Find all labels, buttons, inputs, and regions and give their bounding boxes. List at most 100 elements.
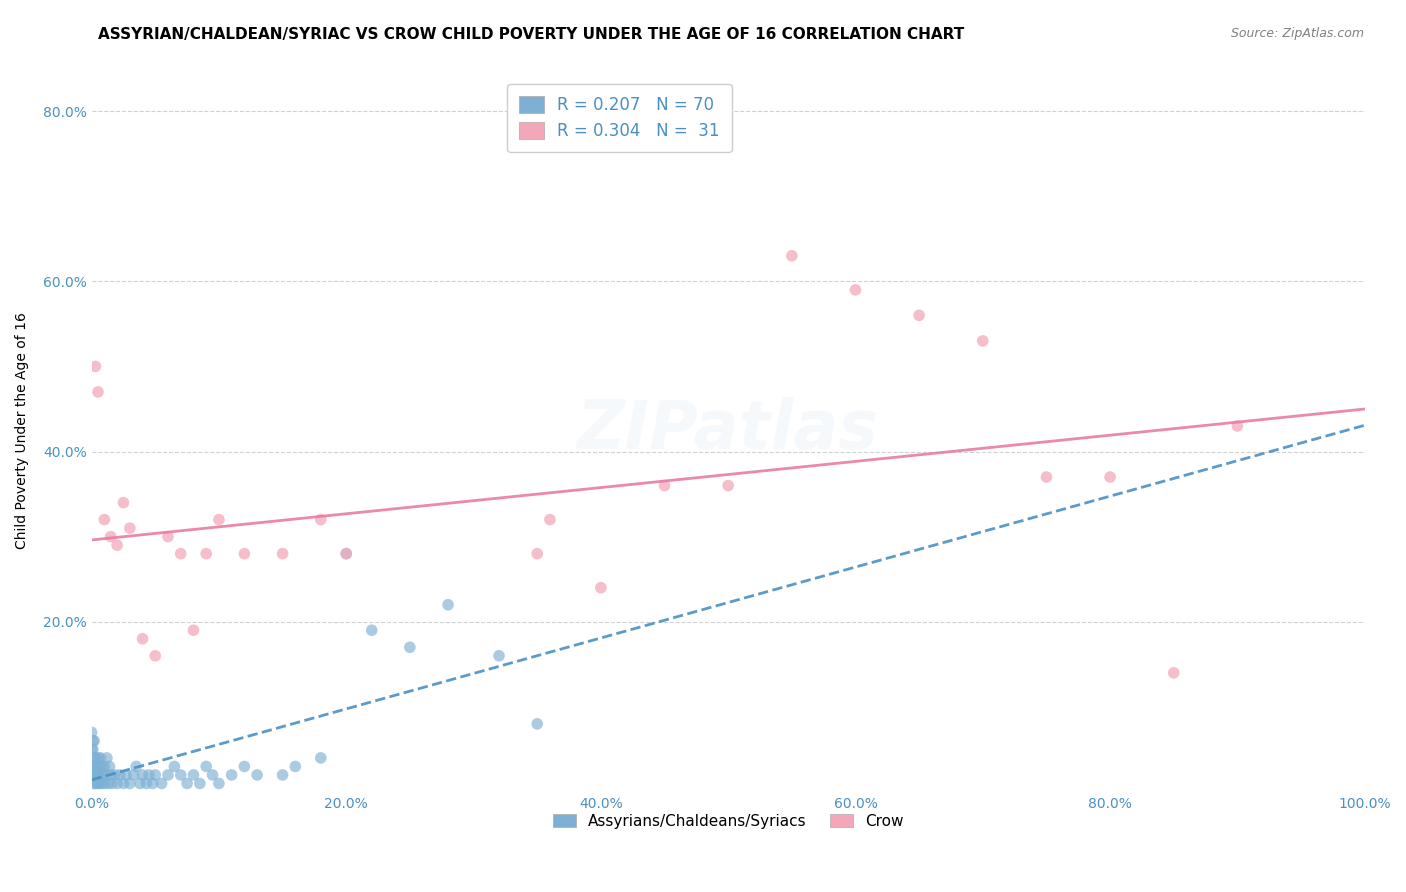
Point [97, 776, 120, 790]
Point [82, 734, 104, 748]
Point [488, 648, 510, 663]
Point [90, 759, 112, 773]
Text: ASSYRIAN/CHALDEAN/SYRIAC VS CROW CHILD POVERTY UNDER THE AGE OF 16 CORRELATION C: ASSYRIAN/CHALDEAN/SYRIAC VS CROW CHILD P… [98, 27, 965, 42]
Point [84, 751, 107, 765]
Point [142, 776, 165, 790]
Point [526, 717, 548, 731]
Point [83, 776, 105, 790]
Point [246, 768, 269, 782]
Point [1226, 419, 1249, 434]
Text: ZIPatlas: ZIPatlas [576, 397, 879, 463]
Point [82, 742, 104, 756]
Point [86, 768, 108, 782]
Legend: Assyrians/Chaldeans/Syriacs, Crow: Assyrians/Chaldeans/Syriacs, Crow [547, 807, 910, 835]
Point [335, 547, 357, 561]
Point [118, 776, 141, 790]
Point [89, 759, 111, 773]
Point [188, 776, 211, 790]
Text: Source: ZipAtlas.com: Source: ZipAtlas.com [1230, 27, 1364, 40]
Point [156, 530, 179, 544]
Point [233, 547, 256, 561]
Point [93, 513, 115, 527]
Point [589, 581, 612, 595]
Point [87, 776, 110, 790]
Point [309, 513, 332, 527]
Point [91, 768, 114, 782]
Point [93, 759, 115, 773]
Point [83, 734, 105, 748]
Point [100, 768, 122, 782]
Point [170, 768, 193, 782]
Point [87, 751, 110, 765]
Point [163, 759, 186, 773]
Point [271, 547, 294, 561]
Point [156, 768, 179, 782]
Point [80, 759, 103, 773]
Point [90, 768, 112, 782]
Point [138, 768, 160, 782]
Point [83, 751, 105, 765]
Point [83, 768, 105, 782]
Point [1099, 470, 1122, 484]
Point [82, 759, 104, 773]
Point [233, 759, 256, 773]
Point [112, 495, 135, 509]
Point [112, 776, 135, 790]
Point [118, 521, 141, 535]
Y-axis label: Child Poverty Under the Age of 16: Child Poverty Under the Age of 16 [15, 312, 30, 549]
Point [399, 640, 422, 655]
Point [100, 530, 122, 544]
Point [284, 759, 307, 773]
Point [96, 751, 118, 765]
Point [972, 334, 994, 348]
Point [309, 751, 332, 765]
Point [84, 776, 107, 790]
Point [176, 776, 198, 790]
Point [908, 309, 931, 323]
Point [201, 768, 224, 782]
Point [129, 776, 152, 790]
Point [654, 478, 676, 492]
Point [84, 359, 107, 374]
Point [131, 768, 153, 782]
Point [89, 776, 111, 790]
Point [844, 283, 866, 297]
Point [105, 776, 128, 790]
Point [125, 759, 148, 773]
Point [1163, 665, 1185, 680]
Point [538, 513, 561, 527]
Point [131, 632, 153, 646]
Point [80, 725, 103, 739]
Point [90, 776, 112, 790]
Point [717, 478, 740, 492]
Point [271, 768, 294, 782]
Point [1035, 470, 1057, 484]
Point [183, 624, 205, 638]
Point [135, 776, 157, 790]
Point [437, 598, 460, 612]
Point [170, 547, 193, 561]
Point [195, 759, 218, 773]
Point [93, 776, 115, 790]
Point [208, 776, 231, 790]
Point [115, 768, 138, 782]
Point [87, 768, 110, 782]
Point [221, 768, 243, 782]
Point [103, 768, 125, 782]
Point [86, 759, 108, 773]
Point [80, 742, 103, 756]
Point [98, 759, 121, 773]
Point [122, 768, 145, 782]
Point [183, 768, 205, 782]
Point [195, 547, 218, 561]
Point [108, 768, 131, 782]
Point [526, 547, 548, 561]
Point [780, 249, 803, 263]
Point [143, 648, 166, 663]
Point [82, 768, 104, 782]
Point [84, 768, 107, 782]
Point [143, 768, 166, 782]
Point [90, 751, 112, 765]
Point [150, 776, 173, 790]
Point [94, 768, 117, 782]
